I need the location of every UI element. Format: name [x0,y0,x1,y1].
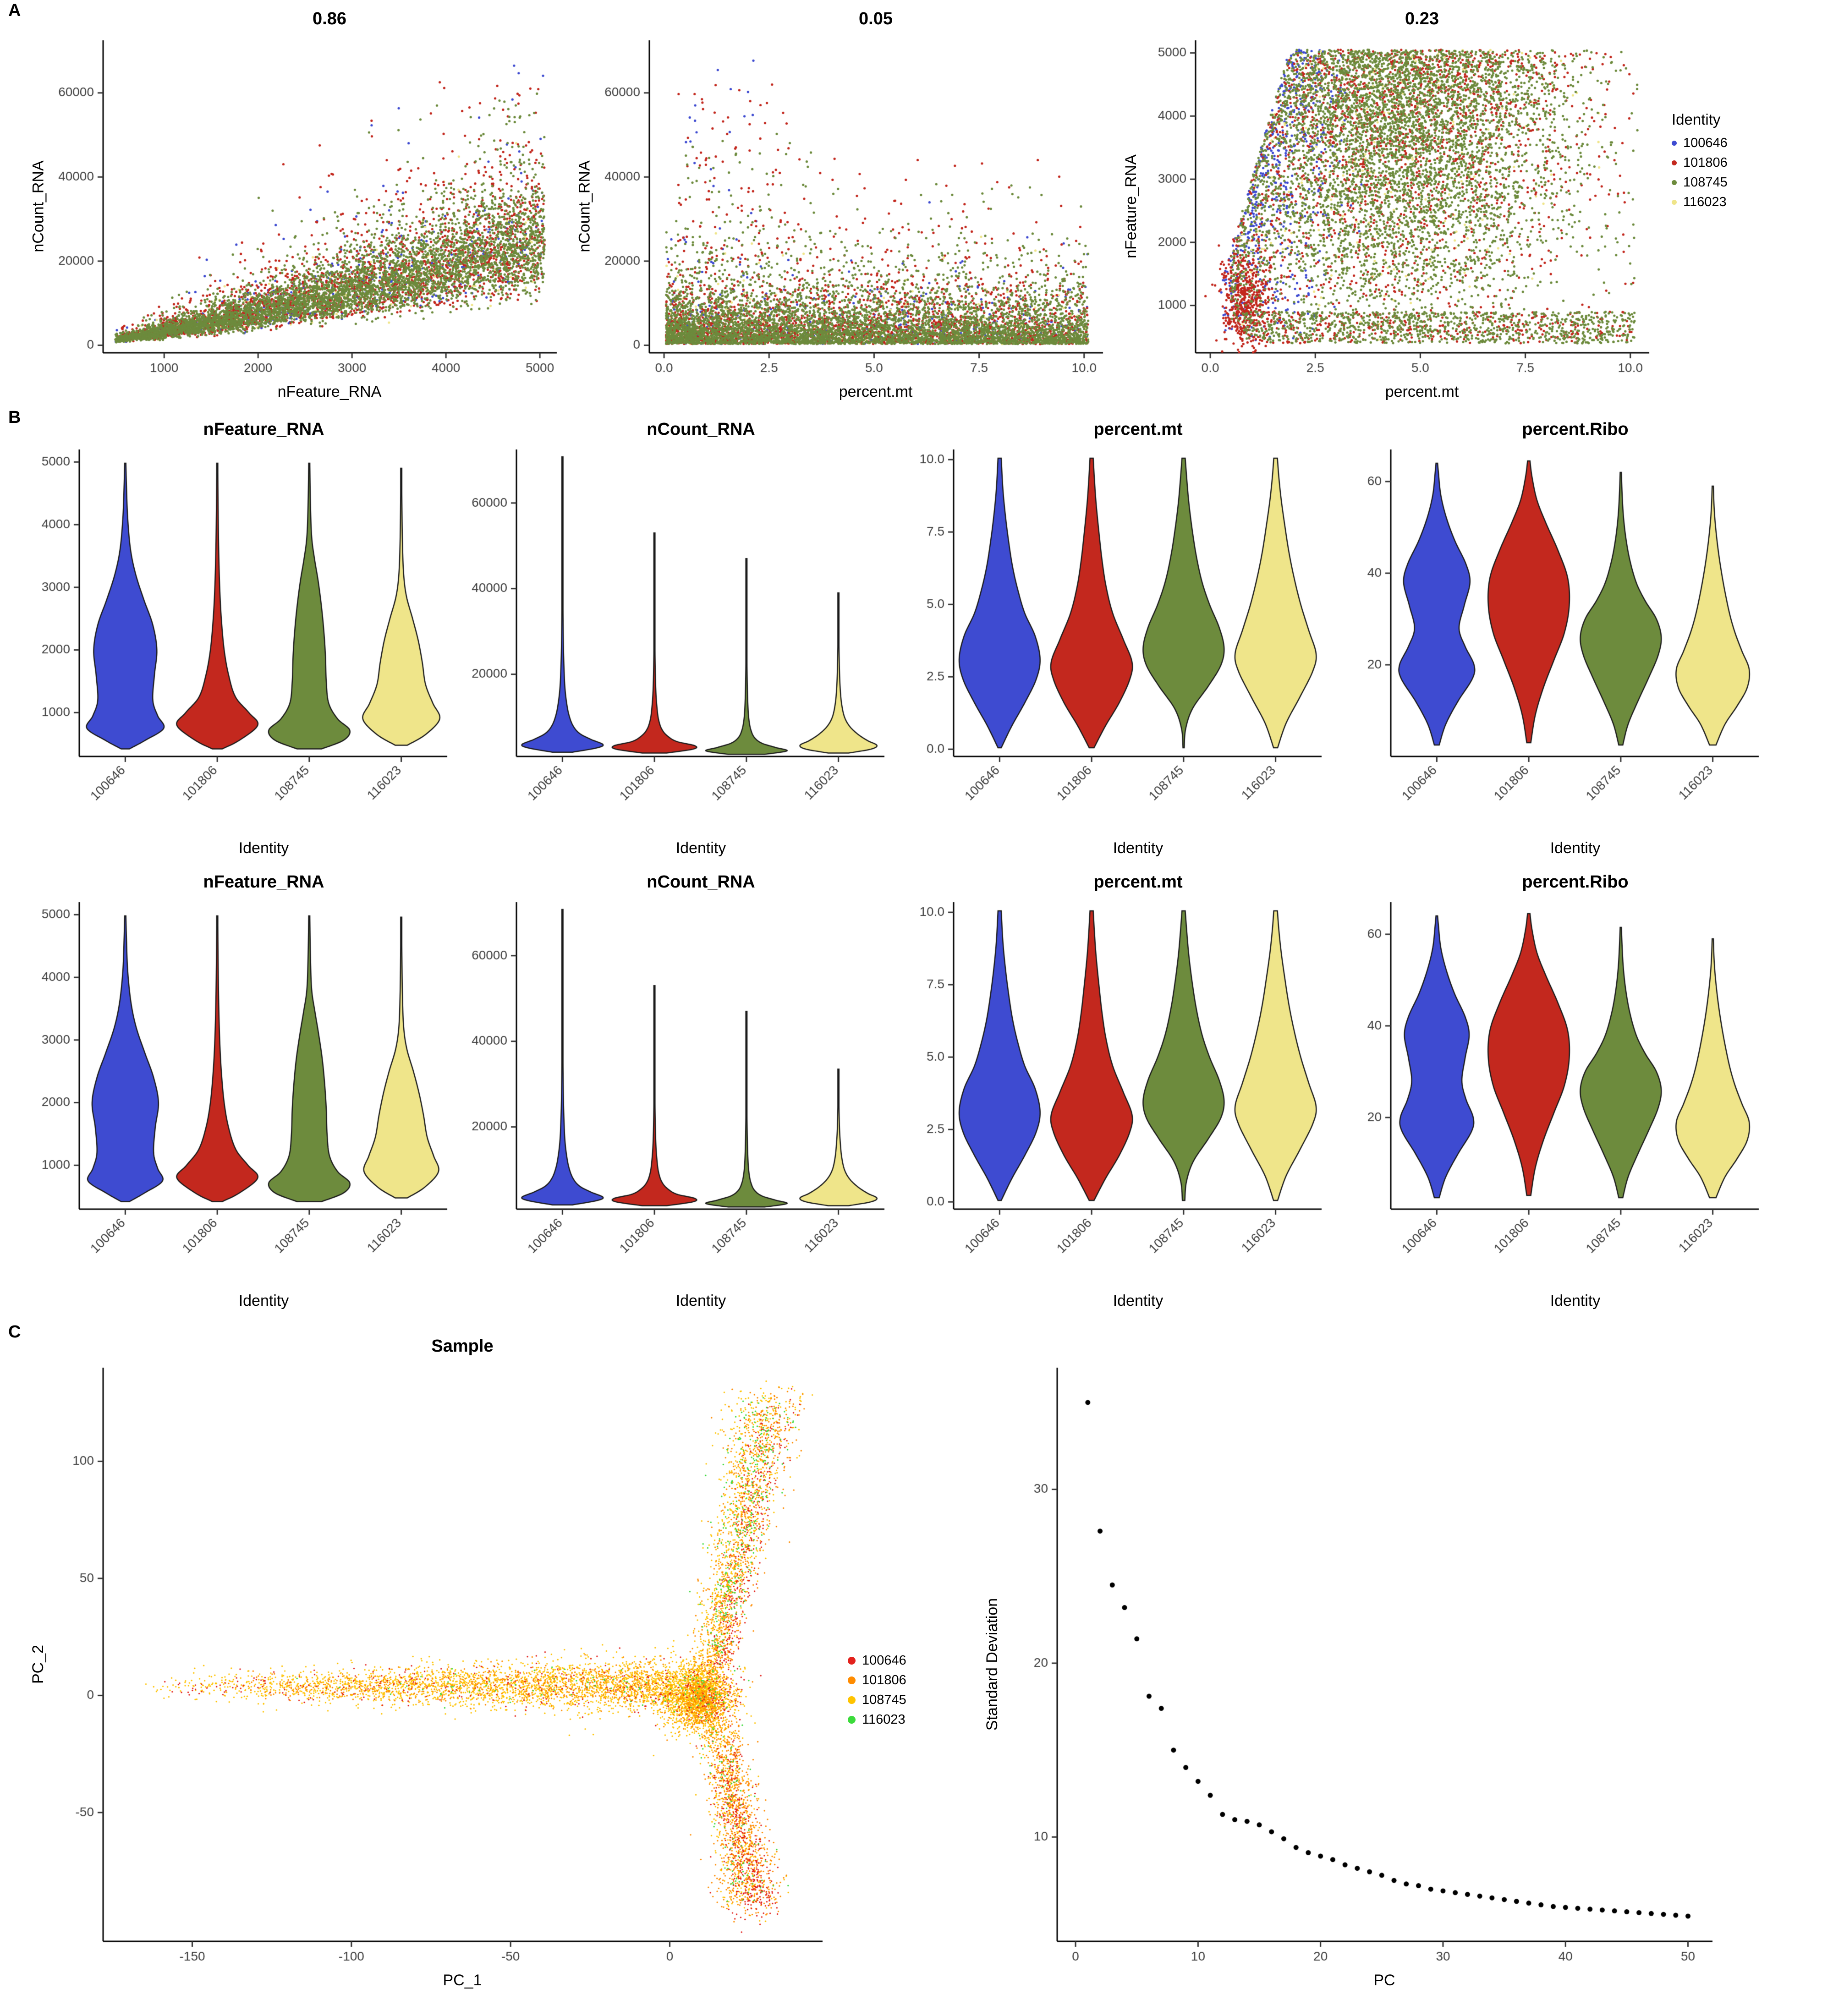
plot-title [981,1333,1719,1359]
x-axis-label: PC_1 [443,1972,482,1989]
legend-item: 100646 [1672,136,1773,151]
legend-item: 101806 [848,1673,962,1688]
plot-title: nCount_RNA [647,872,755,892]
x-axis-label: Identity [1550,1292,1601,1309]
scatter-plot-correlation-2: 0.05 nCount_RNA percent.mt [573,5,1110,404]
plot-title: nCount_RNA [647,419,755,439]
legend-label: 100646 [862,1653,906,1668]
scatter-a1-canvas [50,32,564,380]
x-axis-label: percent.mt [1385,383,1459,400]
plot-title: nFeature_RNA [203,872,324,892]
plot-title: 0.23 [1405,9,1439,28]
violin-plot-percentmt-r1: percent.mt Identity [901,416,1327,860]
violin-percentribo-r2-canvas [1338,895,1764,1289]
violin-ncount-r2-canvas [464,895,890,1289]
legend-label: 100646 [1683,136,1728,150]
panel-a-label: A [8,1,21,20]
scatter-plot-correlation-1: 0.86 nCount_RNA nFeature_RNA [27,5,564,404]
x-axis-label: Identity [238,1292,289,1309]
legend-item: 101806 [1672,155,1773,170]
elbow-plot: Standard Deviation PC [981,1333,1719,1993]
panel-c: C Sample PC_2 PC_1 100646 101806 [0,1321,1833,1993]
plot-title: 0.05 [859,9,893,28]
legend-item: 100646 [848,1653,962,1668]
plot-title: nFeature_RNA [203,419,324,439]
legend-dot [1672,180,1677,185]
x-axis-label: Identity [1550,839,1601,857]
x-axis-label: Identity [1113,1292,1163,1309]
x-axis-label: Identity [238,839,289,857]
violin-plot-ncount-r1: nCount_RNA Identity [464,416,890,860]
legend-dot [848,1676,856,1684]
plot-title: 0.86 [313,9,346,28]
violin-plot-percentribo-r2: percent.Ribo Identity [1338,869,1764,1313]
panel-c-label: C [8,1322,21,1342]
legend-dot [1672,160,1677,165]
pca-scatter-plot: Sample PC_2 PC_1 [27,1333,829,1993]
violin-nfeature-r2-canvas [27,895,453,1289]
plot-title: percent.Ribo [1522,419,1629,439]
legend-title: Identity [1672,111,1721,128]
scatter-a2-canvas [597,32,1110,380]
violin-plot-nfeature-r1: nFeature_RNA Identity [27,416,453,860]
plot-title: Sample [431,1336,494,1356]
violin-plot-percentribo-r1: percent.Ribo Identity [1338,416,1764,860]
violin-percentmt-r2-canvas [901,895,1327,1289]
plot-title: percent.Ribo [1522,872,1629,892]
pca-canvas [50,1359,829,1969]
violin-plot-percentmt-r2: percent.mt Identity [901,869,1327,1313]
legend-dot [848,1657,856,1665]
legend-item: 116023 [1672,195,1773,210]
y-axis-label: PC_2 [29,1644,47,1684]
legend-item: 108745 [848,1693,962,1708]
legend-label: 108745 [862,1693,906,1707]
scatter-plot-correlation-3: 0.23 nFeature_RNA percent.mt [1119,5,1656,404]
legend-item: 108745 [1672,175,1773,190]
x-axis-label: percent.mt [839,383,913,400]
y-axis-label: nFeature_RNA [1122,154,1140,258]
legend-item: 116023 [848,1712,962,1727]
violin-plot-ncount-r2: nCount_RNA Identity [464,869,890,1313]
violin-percentmt-r1-canvas [901,443,1327,837]
y-axis-label: nCount_RNA [29,160,47,252]
legend-label: 101806 [1683,155,1728,170]
legend-dot [848,1696,856,1704]
legend-label: 101806 [862,1673,906,1687]
x-axis-label: nFeature_RNA [277,383,382,400]
x-axis-label: Identity [1113,839,1163,857]
x-axis-label: PC [1373,1972,1395,1989]
legend-label: 116023 [862,1712,906,1727]
violin-nfeature-r1-canvas [27,443,453,837]
legend-label: 116023 [1683,195,1727,209]
y-axis-label: Standard Deviation [983,1598,1001,1731]
x-axis-label: Identity [675,1292,726,1309]
panel-b-label: B [8,408,21,427]
violin-ncount-r1-canvas [464,443,890,837]
y-axis-label: nCount_RNA [576,160,593,252]
pca-legend: 100646 101806 108745 116023 [848,1653,962,1727]
plot-title: percent.mt [1093,419,1183,439]
scatter-a3-canvas [1143,32,1656,380]
violin-percentribo-r1-canvas [1338,443,1764,837]
legend-label: 108745 [1683,175,1728,190]
violin-plot-nfeature-r2: nFeature_RNA Identity [27,869,453,1313]
plot-title: percent.mt [1093,872,1183,892]
identity-legend: Identity 100646 101806 108745 116023 [1672,111,1773,210]
panel-b: B nFeature_RNA Identity nCount_RNA Ident… [0,407,1833,1313]
elbow-canvas [1004,1359,1719,1969]
panel-a: A 0.86 nCount_RNA nFeature_RNA 0.05 nCou… [0,0,1833,404]
legend-dot [1672,141,1677,146]
legend-dot [1672,200,1677,205]
legend-dot [848,1716,856,1724]
x-axis-label: Identity [675,839,726,857]
